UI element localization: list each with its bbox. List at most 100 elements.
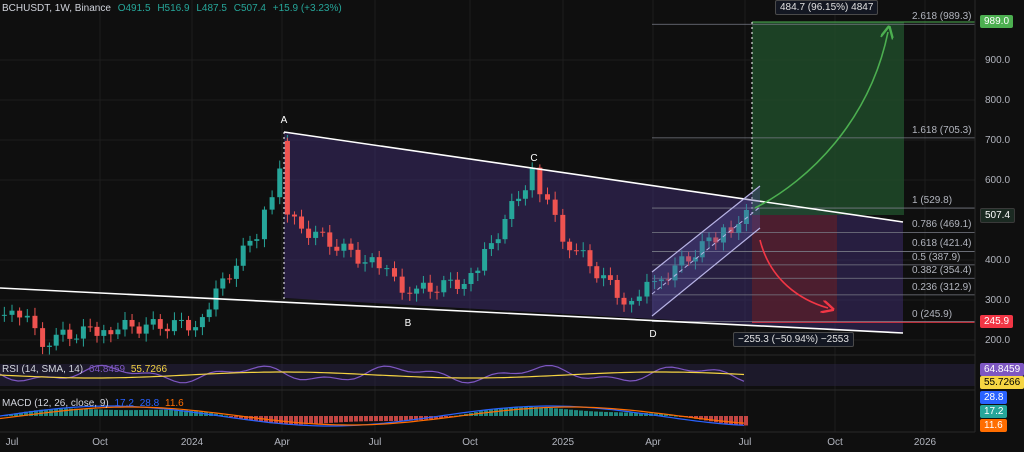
macd-hist-bar — [629, 412, 633, 416]
candle-body — [369, 257, 375, 263]
macd-hist-bar — [414, 416, 418, 421]
candle-body — [594, 266, 600, 279]
rsi-price-tag: 64.8459 — [980, 363, 1024, 376]
candle-body — [299, 216, 305, 229]
macd-hist-bar — [639, 412, 643, 416]
macd-hist-bar — [149, 409, 153, 416]
macd-hist-bar — [154, 409, 158, 416]
macd-hist-bar — [409, 416, 413, 421]
macd-hist-value: 11.6 — [165, 398, 184, 409]
rsi-sma-value: 55.7266 — [130, 364, 168, 375]
macd-hist-bar — [289, 416, 293, 425]
short-risk-zone — [752, 215, 837, 322]
point-c-label: C — [530, 153, 537, 164]
fib-label: 0.236 (312.9) — [912, 281, 972, 293]
short-measure-label: −255.3 (−50.94%) −2553 — [733, 332, 854, 347]
candle-body — [320, 231, 326, 233]
candle-body — [567, 241, 573, 251]
candle-body — [136, 326, 142, 334]
macd-hist-bar — [9, 414, 13, 416]
point-d-label: D — [649, 329, 656, 340]
macd-hist-tag: 11.6 — [980, 419, 1007, 432]
macd-hist-bar — [574, 410, 578, 416]
candle-body — [699, 241, 705, 258]
fib-label: 2.618 (989.3) — [912, 11, 972, 23]
candle-body — [414, 288, 420, 294]
macd-hist-bar — [709, 416, 713, 422]
candle-body — [233, 265, 239, 279]
macd-hist-bar — [594, 411, 598, 416]
macd-hist-bar — [444, 416, 448, 418]
macd-hist-bar — [739, 416, 743, 426]
macd-plot — [0, 405, 748, 427]
candle-body — [67, 329, 73, 339]
macd-hist-bar — [504, 407, 508, 416]
candle-body — [713, 237, 719, 243]
macd-hist-bar — [59, 408, 63, 416]
time-tick-2025: 2025 — [552, 437, 575, 448]
candle-body — [407, 292, 413, 294]
macd-hist-bar — [29, 410, 33, 416]
macd-hist-bar — [189, 410, 193, 416]
candle-body — [261, 209, 267, 240]
macd-hist-bar — [169, 409, 173, 416]
candle-body — [621, 297, 627, 305]
macd-hist-bar — [4, 415, 8, 417]
chart-header: BCHUSDT, 1W, Binance O491.5 H516.9 L487.… — [2, 3, 342, 14]
macd-hist-bar — [729, 416, 733, 425]
candle-body — [143, 324, 149, 334]
macd-hist-bar — [304, 416, 308, 425]
macd-hist-bar — [34, 410, 38, 416]
macd-hist-bar — [704, 416, 708, 421]
wedge-lower-line — [0, 287, 904, 334]
candle-body — [171, 320, 177, 332]
candle-body — [434, 291, 440, 293]
candle-body — [122, 319, 128, 330]
time-tick-oct-2023: Oct — [92, 437, 108, 448]
macd-hist-bar — [579, 410, 583, 416]
rsi-sma-price-tag: 55.7266 — [980, 376, 1024, 389]
macd-value-tag: 17.2 — [980, 405, 1008, 418]
macd-hist-bar — [144, 409, 148, 416]
price-tick-600: 600.0 — [985, 175, 1010, 186]
candle-body — [284, 140, 290, 215]
macd-hist-bar — [554, 408, 558, 416]
last-price-tag: 507.4 — [980, 208, 1016, 223]
macd-hist-bar — [339, 416, 343, 423]
macd-hist-bar — [664, 414, 668, 416]
symbol-label: BCHUSDT, 1W, Binance — [2, 3, 111, 14]
fib-label: 1.618 (705.3) — [912, 124, 972, 136]
macd-hist-bar — [14, 413, 18, 416]
macd-hist-bar — [724, 416, 728, 424]
candle-body — [193, 327, 199, 331]
candle-body — [580, 250, 586, 252]
macd-hist-bar — [584, 410, 588, 416]
time-tick-2026: 2026 — [914, 437, 937, 448]
fib-label: 0 (245.9) — [912, 308, 953, 320]
macd-hist-bar — [654, 413, 658, 416]
bullish-projection-arrow — [754, 32, 888, 209]
candle-body — [206, 309, 212, 318]
macd-hist-bar — [699, 416, 703, 420]
macd-hist-bar — [514, 407, 518, 416]
macd-hist-bar — [499, 408, 503, 416]
macd-hist-bar — [354, 416, 358, 422]
macd-hist-bar — [54, 408, 58, 416]
candle-body — [334, 246, 340, 251]
candle-body — [348, 243, 354, 250]
macd-hist-bar — [524, 406, 528, 416]
macd-hist-bar — [284, 416, 288, 425]
price-tick-300: 300.0 — [985, 295, 1010, 306]
macd-hist-bar — [609, 412, 613, 416]
high-value: H516.9 — [157, 3, 190, 14]
candle-body — [355, 249, 361, 264]
candle-body — [537, 167, 543, 195]
candle-body — [468, 273, 474, 285]
candle-body — [269, 197, 275, 210]
candle-body — [529, 167, 535, 191]
candle-body — [46, 345, 52, 347]
candle-body — [679, 256, 685, 266]
candle-body — [254, 239, 260, 241]
macd-hist-bar — [19, 412, 23, 416]
